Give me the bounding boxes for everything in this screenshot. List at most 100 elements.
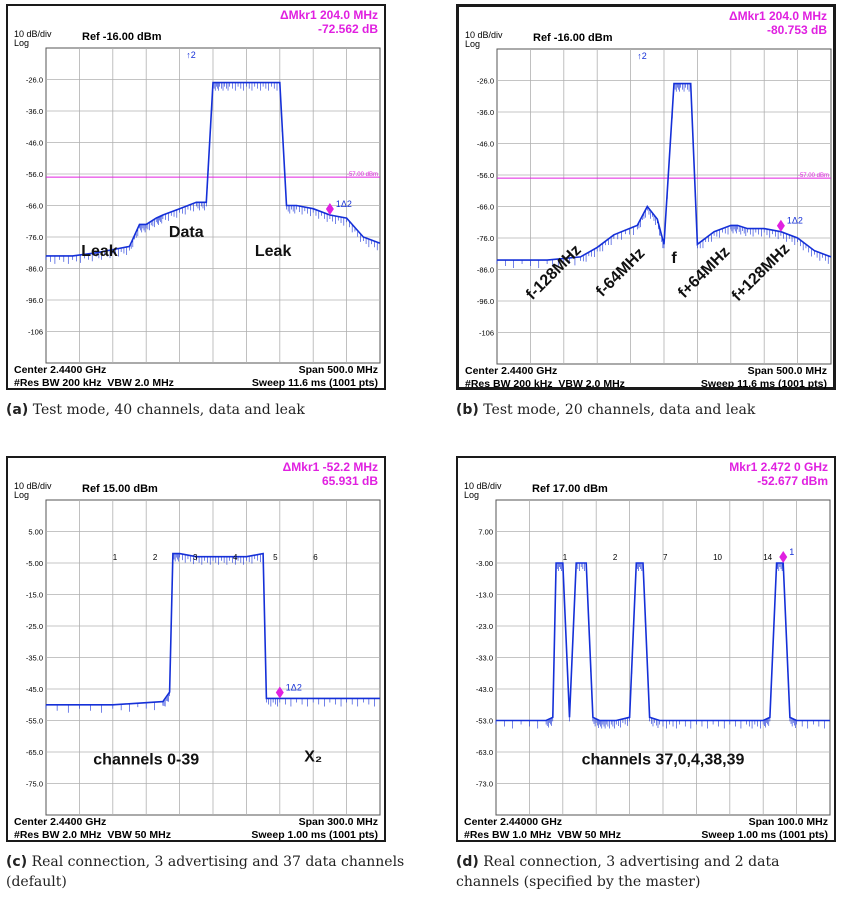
caption-d: (d) Real connection, 3 advertising and 2… (456, 852, 842, 892)
y-tick-label: -33.0 (476, 654, 493, 663)
caption-a: (a) Test mode, 40 channels, data and lea… (6, 400, 406, 420)
bw-label-d: #Res BW 1.0 MHz VBW 50 MHz (464, 829, 621, 841)
marker-line1-a: ΔMkr1 204.0 MHz (280, 8, 378, 22)
ref-label-d: Ref 17.00 dBm (532, 483, 608, 495)
center-label-d: Center 2.44000 GHz (464, 816, 563, 828)
y-tick-label: -56.0 (477, 171, 494, 180)
y-tick-label: 7.00 (478, 528, 493, 537)
bw-label-a: #Res BW 200 kHz VBW 2.0 MHz (14, 377, 174, 389)
y-tick-label: -46.0 (26, 139, 43, 148)
marker-tag: 1Δ2 (787, 216, 803, 226)
ref-label-b: Ref -16.00 dBm (533, 32, 613, 44)
y-tick-label: 5.00 (28, 528, 43, 537)
top-marker-label: ↑2 (637, 51, 647, 61)
span-label-c: Span 300.0 MHz (298, 816, 378, 828)
annotation-text: Leak (255, 243, 292, 260)
plot-a: -26.0 -36.0 -46.0 -56.0 -66.0 -76.0 -86.0 -96.0… (26, 47, 381, 364)
ref-label-a: Ref -16.00 dBm (82, 31, 162, 43)
center-label-c: Center 2.4400 GHz (14, 816, 107, 828)
y-tick-label: -35.0 (26, 654, 43, 663)
center-label-b: Center 2.4400 GHz (465, 365, 558, 377)
span-label-d: Span 100.0 MHz (748, 816, 828, 828)
y-tick-label: -43.0 (476, 685, 493, 694)
marker-line2-d: -52.677 dBm (757, 474, 828, 488)
caption-tag-b: (b) (456, 402, 479, 418)
bw-label-b: #Res BW 200 kHz VBW 2.0 MHz (465, 378, 625, 390)
marker-line2-c: 65.931 dB (321, 474, 378, 488)
y-tick-label: -86.0 (477, 266, 494, 275)
peak-label: 3 (193, 553, 198, 562)
y-tick-label: -45.0 (26, 685, 43, 694)
caption-c: (c) Real connection, 3 advertising and 3… (6, 852, 406, 892)
sweep-label-c: Sweep 1.00 ms (1001 pts) (251, 829, 378, 841)
peak-label: 2 (153, 553, 158, 562)
y-tick-label: -106 (28, 328, 43, 337)
peak-label: 1 (563, 553, 568, 562)
scale-label-c: 10 dB/div Log (14, 481, 52, 500)
analyzer-frame-a: ΔMkr1 204.0 MHz -72.562 dB 10 dB/div Log … (6, 4, 386, 390)
caption-text-d: Real connection, 3 advertising and 2 dat… (456, 854, 780, 890)
plot-c: 5.00 -5.00 -15.0 -25.0 -35.0 -45.0 -55.0 -65.0 -… (26, 499, 381, 816)
y-tick-label: -53.0 (476, 717, 493, 726)
marker-tag: 1Δ2 (336, 199, 352, 209)
y-tick-label: -5.00 (26, 559, 43, 568)
scale-label-b: 10 dB/div Log (465, 30, 503, 49)
plot-d: 7.00 -3.00 -13.0 -23.0 -33.0 -43.0 -53.0 -63.0 -… (476, 499, 831, 816)
marker-diamond (275, 686, 284, 699)
y-tick-label: -66.0 (26, 202, 43, 211)
caption-tag-a: (a) (6, 402, 29, 418)
y-tick-label: -13.0 (476, 591, 493, 600)
marker-diamond (779, 551, 788, 563)
marker-readout-b: ΔMkr1 204.0 MHz -80.753 dB (729, 9, 827, 37)
annotation-text: f (671, 250, 677, 267)
analyzer-frame-c: ΔMkr1 -52.2 MHz 65.931 dB 10 dB/div Log R… (6, 456, 386, 842)
y-tick-label: -96.0 (26, 296, 43, 305)
y-tick-label: -3.00 (476, 559, 493, 568)
peak-label: 7 (663, 553, 668, 562)
peak-label: 2 (613, 553, 618, 562)
y-tick-label: -76.0 (26, 233, 43, 242)
y-tick-label: -15.0 (26, 591, 43, 600)
y-tick-label: -36.0 (477, 108, 494, 117)
peak-label: 10 (713, 553, 722, 562)
peak-label: 14 (763, 553, 772, 562)
marker-diamond (776, 219, 785, 232)
marker-line2-a: -72.562 dB (317, 22, 378, 36)
marker-tag: 1 (789, 547, 794, 557)
caption-text-a: Test mode, 40 channels, data and leak (32, 402, 305, 418)
caption-tag-c: (c) (6, 854, 28, 870)
marker-line1-c: ΔMkr1 -52.2 MHz (282, 460, 378, 474)
analyzer-frame-d: Mkr1 2.472 0 GHz -52.677 dBm 10 dB/div Lo… (456, 456, 836, 842)
scale-label-d: 10 dB/div Log (464, 481, 502, 500)
span-label-b: Span 500.0 MHz (747, 365, 827, 377)
y-tick-label: -56.0 (26, 170, 43, 179)
marker-line1-d: Mkr1 2.472 0 GHz (729, 460, 828, 474)
y-tick-label: -86.0 (26, 265, 43, 274)
panel-c: ΔMkr1 -52.2 MHz 65.931 dB 10 dB/div Log R… (6, 456, 390, 848)
peak-label: 6 (313, 553, 318, 562)
threshold-label: -57.00 dBm (798, 173, 829, 179)
panel-a: ΔMkr1 204.0 MHz -72.562 dB 10 dB/div Log … (6, 4, 390, 396)
marker-line2-b: -80.753 dB (766, 23, 827, 37)
scale-label-a: 10 dB/div Log (14, 29, 52, 48)
plot-b: -26.0 -36.0 -46.0 -56.0 -66.0 -76.0 -86.0 -96.0… (477, 48, 832, 365)
peak-label: 5 (273, 553, 278, 562)
y-tick-label: -55.0 (26, 717, 43, 726)
y-tick-label: -76.0 (477, 234, 494, 243)
y-tick-label: -46.0 (477, 140, 494, 149)
y-tick-label: -96.0 (477, 297, 494, 306)
marker-line1-b: ΔMkr1 204.0 MHz (729, 9, 827, 23)
peak-label: 1 (113, 553, 118, 562)
span-label-a: Span 500.0 MHz (298, 364, 378, 376)
top-marker-label: ↑2 (186, 50, 196, 60)
y-tick-label: -26.0 (477, 77, 494, 86)
panel-d: Mkr1 2.472 0 GHz -52.677 dBm 10 dB/div Lo… (456, 456, 840, 848)
threshold-label: -57.00 dBm (347, 172, 378, 178)
ref-label-c: Ref 15.00 dBm (82, 483, 158, 495)
y-tick-label: -106 (479, 329, 494, 338)
annotation-text: Leak (81, 243, 118, 260)
annotation-text: X₂ (304, 748, 322, 765)
sweep-label-d: Sweep 1.00 ms (1001 pts) (701, 829, 828, 841)
y-tick-label: -66.0 (477, 203, 494, 212)
marker-readout-a: ΔMkr1 204.0 MHz -72.562 dB (280, 8, 378, 36)
